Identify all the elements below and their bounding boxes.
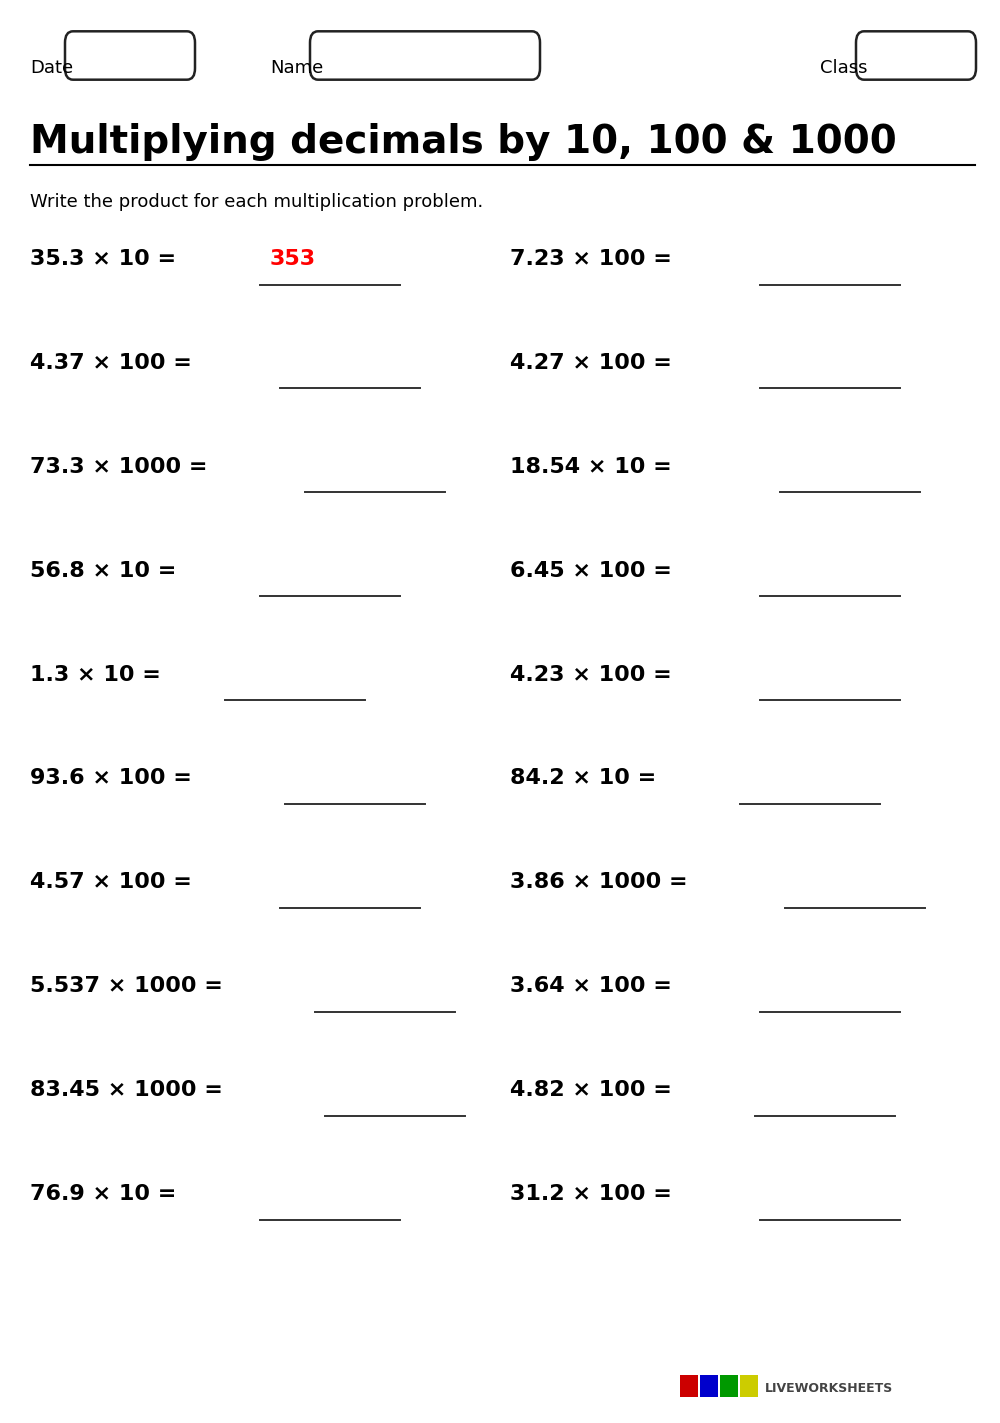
Text: 35.3 × 10 =: 35.3 × 10 = [30,249,184,269]
Text: Write the product for each multiplication problem.: Write the product for each multiplicatio… [30,194,483,211]
FancyBboxPatch shape [700,1375,718,1397]
Text: Class: Class [820,60,868,77]
Text: Multiplying decimals by 10, 100 & 1000: Multiplying decimals by 10, 100 & 1000 [30,124,897,161]
Text: 4.82 × 100 =: 4.82 × 100 = [510,1080,680,1100]
Text: 4.37 × 100 =: 4.37 × 100 = [30,353,200,373]
Text: 31.2 × 100 =: 31.2 × 100 = [510,1184,680,1204]
FancyBboxPatch shape [680,1375,698,1397]
Text: 56.8 × 10 =: 56.8 × 10 = [30,561,184,581]
Text: 76.9 × 10 =: 76.9 × 10 = [30,1184,184,1204]
FancyBboxPatch shape [720,1375,738,1397]
Text: 6.45 × 100 =: 6.45 × 100 = [510,561,680,581]
FancyBboxPatch shape [856,31,976,80]
Text: 3.86 × 1000 =: 3.86 × 1000 = [510,872,695,892]
Text: 93.6 × 100 =: 93.6 × 100 = [30,768,200,788]
Text: 4.23 × 100 =: 4.23 × 100 = [510,665,680,684]
Text: 4.27 × 100 =: 4.27 × 100 = [510,353,680,373]
Text: 4.57 × 100 =: 4.57 × 100 = [30,872,200,892]
Text: 1.3 × 10 =: 1.3 × 10 = [30,665,169,684]
Text: 73.3 × 1000 =: 73.3 × 1000 = [30,457,215,477]
Text: 18.54 × 10 =: 18.54 × 10 = [510,457,680,477]
Text: LIVEWORKSHEETS: LIVEWORKSHEETS [765,1382,893,1396]
Text: 83.45 × 1000 =: 83.45 × 1000 = [30,1080,231,1100]
Text: Name: Name [270,60,323,77]
Text: 353: 353 [270,249,316,269]
FancyBboxPatch shape [65,31,195,80]
Text: 84.2 × 10 =: 84.2 × 10 = [510,768,664,788]
Text: 5.537 × 1000 =: 5.537 × 1000 = [30,976,231,996]
Text: 7.23 × 100 =: 7.23 × 100 = [510,249,680,269]
FancyBboxPatch shape [310,31,540,80]
FancyBboxPatch shape [740,1375,758,1397]
Text: Date: Date [30,60,73,77]
Text: 3.64 × 100 =: 3.64 × 100 = [510,976,680,996]
